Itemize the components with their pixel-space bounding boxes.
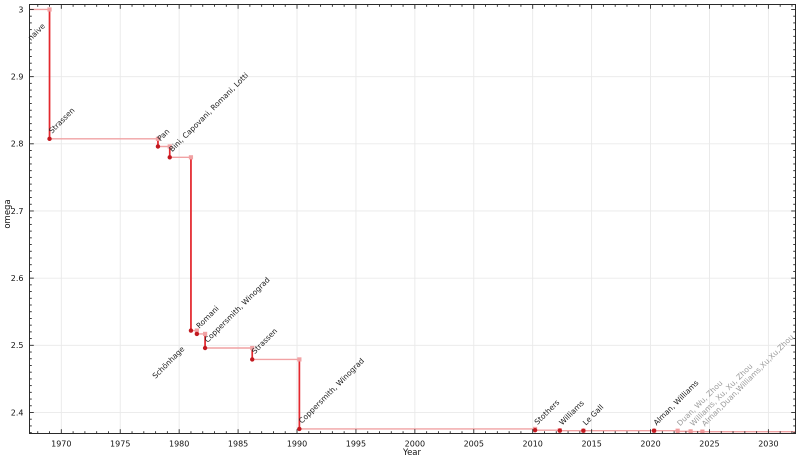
step-corner-marker [188, 155, 194, 160]
step-corner-marker [202, 331, 208, 336]
data-point-marker [688, 429, 693, 434]
annotation-label: Alman,Duan,Williams,Xu,Xu,Zhou [700, 332, 796, 428]
annotation: Schönhage [150, 344, 186, 380]
annotation-label: Williams, Xu, Xu, Zhou [688, 362, 754, 428]
annotation: Strassen [47, 106, 77, 136]
data-point-marker [167, 155, 172, 160]
data-point-marker [675, 429, 680, 434]
x-tick-label: 2010 [523, 440, 543, 449]
data-point-marker [188, 328, 194, 333]
x-tick-label: 1990 [287, 440, 307, 449]
y-tick-label: 3 [18, 5, 23, 14]
plot-border [29, 4, 796, 434]
y-tick-label: 2.8 [11, 140, 24, 149]
y-axis-title: omega [3, 199, 13, 228]
x-tick-label: 2025 [699, 440, 719, 449]
x-tick-label: 2030 [758, 440, 778, 449]
step-corner-marker [167, 144, 172, 149]
x-tick-label: 1975 [110, 440, 130, 449]
data-point-marker [581, 428, 586, 433]
data-point-marker [47, 136, 52, 142]
axes-layer: 1970 1975 1980 1985 1990 1995 2000 2005 2010 2015… [11, 4, 796, 449]
x-tick-label: 2000 [405, 440, 425, 449]
annotation-label: Le Gall [581, 403, 605, 427]
step-corner-marker [47, 7, 52, 12]
data-point-marker [194, 331, 200, 337]
y-tick-label: 2.7 [11, 207, 24, 216]
x-tick-label: 2020 [640, 440, 660, 449]
x-tick-label: 2005 [464, 440, 484, 449]
annotation: Le Gall [581, 403, 605, 427]
data-point-marker [532, 427, 538, 433]
step-corner-marker [155, 136, 161, 141]
data-point-marker [250, 357, 255, 362]
data-point-marker [297, 426, 302, 432]
step-corner-marker [297, 357, 302, 362]
data-point-marker [155, 144, 161, 149]
y-tick-label: 2.9 [11, 72, 24, 81]
x-tick-label: 1985 [228, 440, 248, 449]
step-corner-marker [194, 328, 199, 333]
annotation: Williams, Xu, Xu, Zhou [688, 362, 754, 428]
y-tick-label: 2.6 [11, 274, 24, 283]
omega-step-line [29, 8, 796, 433]
y-tick-label: 2.5 [11, 341, 24, 350]
annotation-label: Schönhage [150, 344, 186, 380]
step-corner-marker [250, 345, 255, 351]
data-point-marker [700, 429, 705, 434]
x-tick-label: 1980 [169, 440, 189, 449]
x-tick-label: 2015 [581, 440, 601, 449]
x-tick-label: 1995 [346, 440, 366, 449]
annotation-label: Strassen [250, 326, 280, 356]
data-point-marker [651, 428, 657, 433]
y-tick-label: 2.4 [11, 408, 24, 417]
data-point-marker [202, 345, 208, 351]
grid-layer [29, 4, 796, 434]
annotation: Alman,Duan,Williams,Xu,Xu,Zhou [700, 332, 796, 428]
x-tick-label: 1970 [51, 440, 71, 449]
annotation-label: Strassen [47, 106, 77, 136]
x-axis-title: Year [402, 448, 422, 458]
data-point-marker [557, 428, 563, 433]
series-layer [29, 7, 796, 434]
annotation: Strassen [250, 326, 280, 356]
